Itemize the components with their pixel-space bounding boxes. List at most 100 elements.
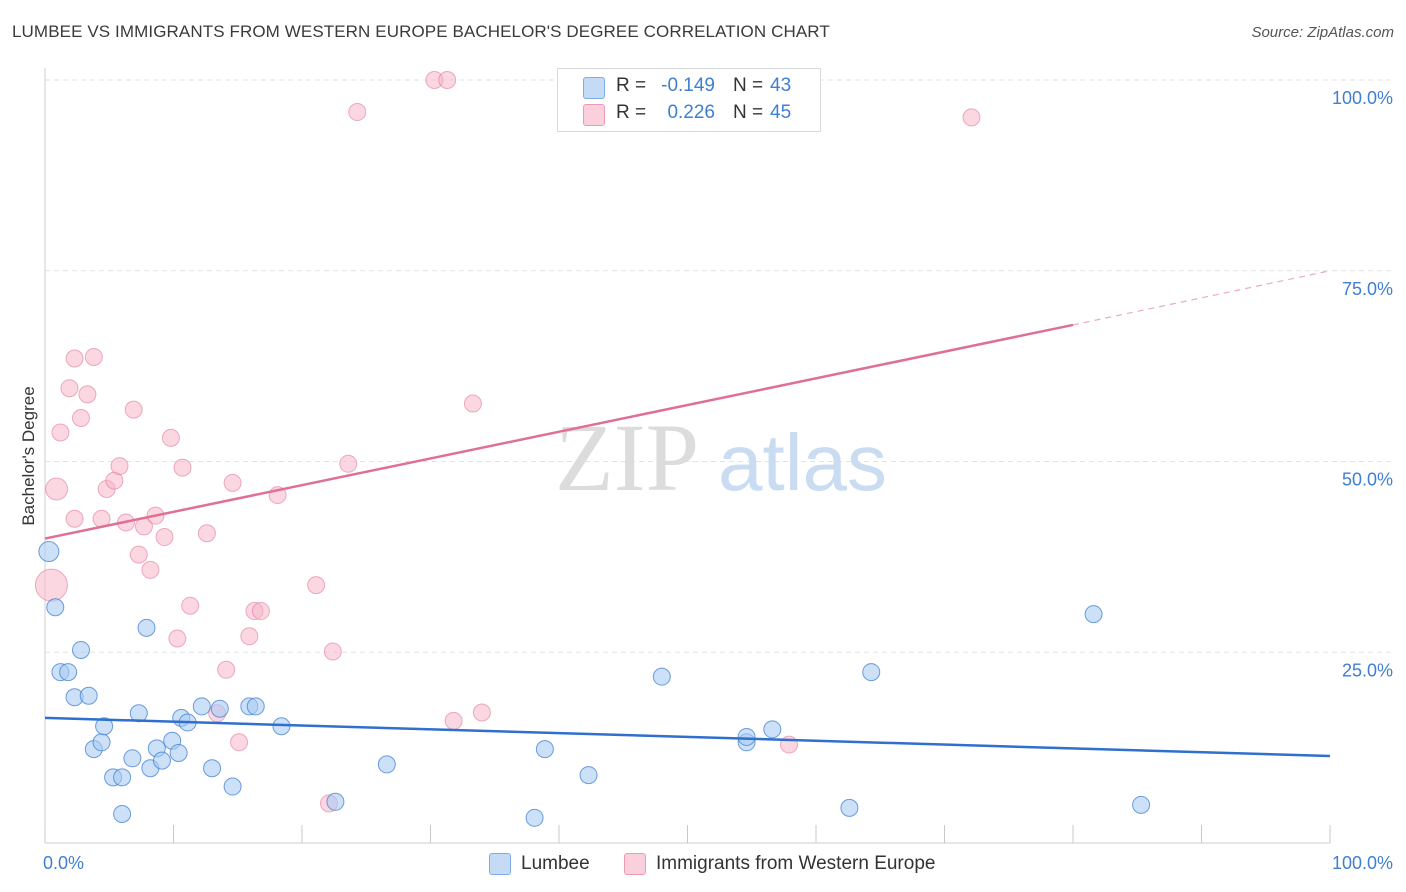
point-lumbee (1084, 605, 1103, 624)
chart-title: LUMBEE VS IMMIGRANTS FROM WESTERN EUROPE… (12, 22, 830, 41)
trend-line-lumbee (44, 716, 1331, 758)
point-immigrants (173, 458, 192, 477)
point-immigrants (161, 428, 180, 447)
chart-source: Source: ZipAtlas.com (1251, 24, 1394, 41)
point-immigrants (240, 627, 259, 646)
point-lumbee (862, 663, 881, 682)
point-immigrants (230, 733, 249, 752)
point-immigrants (217, 660, 236, 679)
point-immigrants (65, 349, 84, 368)
legend-n-value: 43 (770, 75, 792, 96)
point-immigrants (155, 528, 174, 547)
trend-lines (44, 270, 1331, 758)
legend-r-label: R = (616, 75, 647, 96)
point-lumbee (152, 751, 171, 770)
trend-line-immigrants-extension (1072, 270, 1331, 326)
point-immigrants (438, 71, 457, 89)
point-immigrants (51, 423, 70, 442)
x-tick-labels: 0.0% 100.0% (43, 853, 1393, 873)
point-lumbee (377, 755, 396, 774)
point-immigrants (168, 629, 187, 648)
correlation-legend: R = -0.149 N = 43 R = 0.226 N = 45 (557, 68, 821, 132)
point-lumbee (1132, 795, 1151, 814)
trend-line-immigrants (44, 323, 1074, 540)
watermark: ZIP atlas (555, 404, 887, 511)
point-lumbee (579, 766, 598, 785)
point-lumbee (763, 720, 782, 739)
point-lumbee (92, 733, 111, 752)
legend-swatch-blue (489, 853, 511, 875)
legend-r-value: -0.149 (661, 75, 715, 96)
point-lumbee (71, 640, 90, 659)
point-lumbee (535, 740, 554, 759)
point-lumbee (246, 697, 265, 716)
legend-r-value: 0.226 (667, 102, 715, 123)
y-tick-label: 25.0% (1342, 660, 1393, 680)
y-tick-labels: 100.0% 75.0% 50.0% 25.0% (1332, 88, 1393, 680)
point-lumbee (59, 663, 78, 682)
point-lumbee (326, 792, 345, 811)
legend-swatch-pink (583, 104, 605, 126)
point-immigrants (110, 457, 129, 476)
point-immigrants (141, 560, 160, 579)
point-immigrants (348, 103, 367, 122)
legend-swatch-blue (583, 77, 605, 99)
point-lumbee (525, 808, 544, 827)
legend-n-value: 45 (770, 102, 792, 123)
watermark-zip: ZIP (555, 404, 699, 511)
point-lumbee (95, 717, 114, 736)
point-lumbee (113, 768, 132, 787)
legend-label-lumbee: Lumbee (521, 853, 590, 874)
point-immigrants (323, 642, 342, 661)
point-lumbee (113, 805, 132, 824)
point-immigrants (444, 711, 463, 730)
point-immigrants (251, 602, 270, 621)
point-immigrants (129, 545, 148, 564)
point-immigrants (962, 108, 981, 127)
series-lumbee-points (38, 541, 1151, 827)
point-lumbee (652, 667, 671, 686)
point-immigrants (197, 524, 216, 543)
point-lumbee (737, 727, 756, 746)
grid-lines (45, 79, 1395, 653)
point-lumbee (79, 686, 98, 705)
point-immigrants (181, 596, 200, 615)
point-immigrants (34, 568, 68, 602)
point-immigrants (223, 473, 242, 492)
point-immigrants (463, 394, 482, 413)
point-immigrants (124, 400, 143, 419)
point-lumbee (169, 743, 188, 762)
point-lumbee (210, 699, 229, 718)
point-lumbee (46, 598, 65, 617)
point-lumbee (223, 777, 242, 796)
y-tick-label: 50.0% (1342, 470, 1393, 490)
point-lumbee (840, 798, 859, 817)
point-immigrants (71, 409, 90, 428)
point-immigrants (307, 576, 326, 595)
point-lumbee (123, 749, 142, 768)
legend-n-label: N = (733, 75, 764, 96)
x-tick-label: 100.0% (1332, 853, 1393, 873)
point-immigrants (65, 509, 84, 528)
point-lumbee (192, 697, 211, 716)
legend-swatch-pink (624, 853, 646, 875)
point-immigrants (84, 347, 103, 366)
point-lumbee (137, 618, 156, 637)
point-immigrants (45, 477, 69, 501)
point-immigrants (60, 379, 79, 398)
legend-n-label: N = (733, 102, 764, 123)
legend-r-label: R = (616, 102, 647, 123)
watermark-atlas: atlas (718, 418, 887, 507)
point-lumbee (203, 759, 222, 778)
y-axis-title: Bachelor's Degree (19, 386, 38, 525)
y-tick-label: 75.0% (1342, 279, 1393, 299)
point-lumbee (38, 541, 60, 563)
x-tick-label: 0.0% (43, 853, 84, 873)
point-immigrants (472, 703, 491, 722)
legend-label-immigrants: Immigrants from Western Europe (656, 853, 936, 874)
y-tick-label: 100.0% (1332, 88, 1393, 108)
axes (44, 68, 1331, 844)
point-immigrants (339, 454, 358, 473)
point-immigrants (78, 385, 97, 404)
